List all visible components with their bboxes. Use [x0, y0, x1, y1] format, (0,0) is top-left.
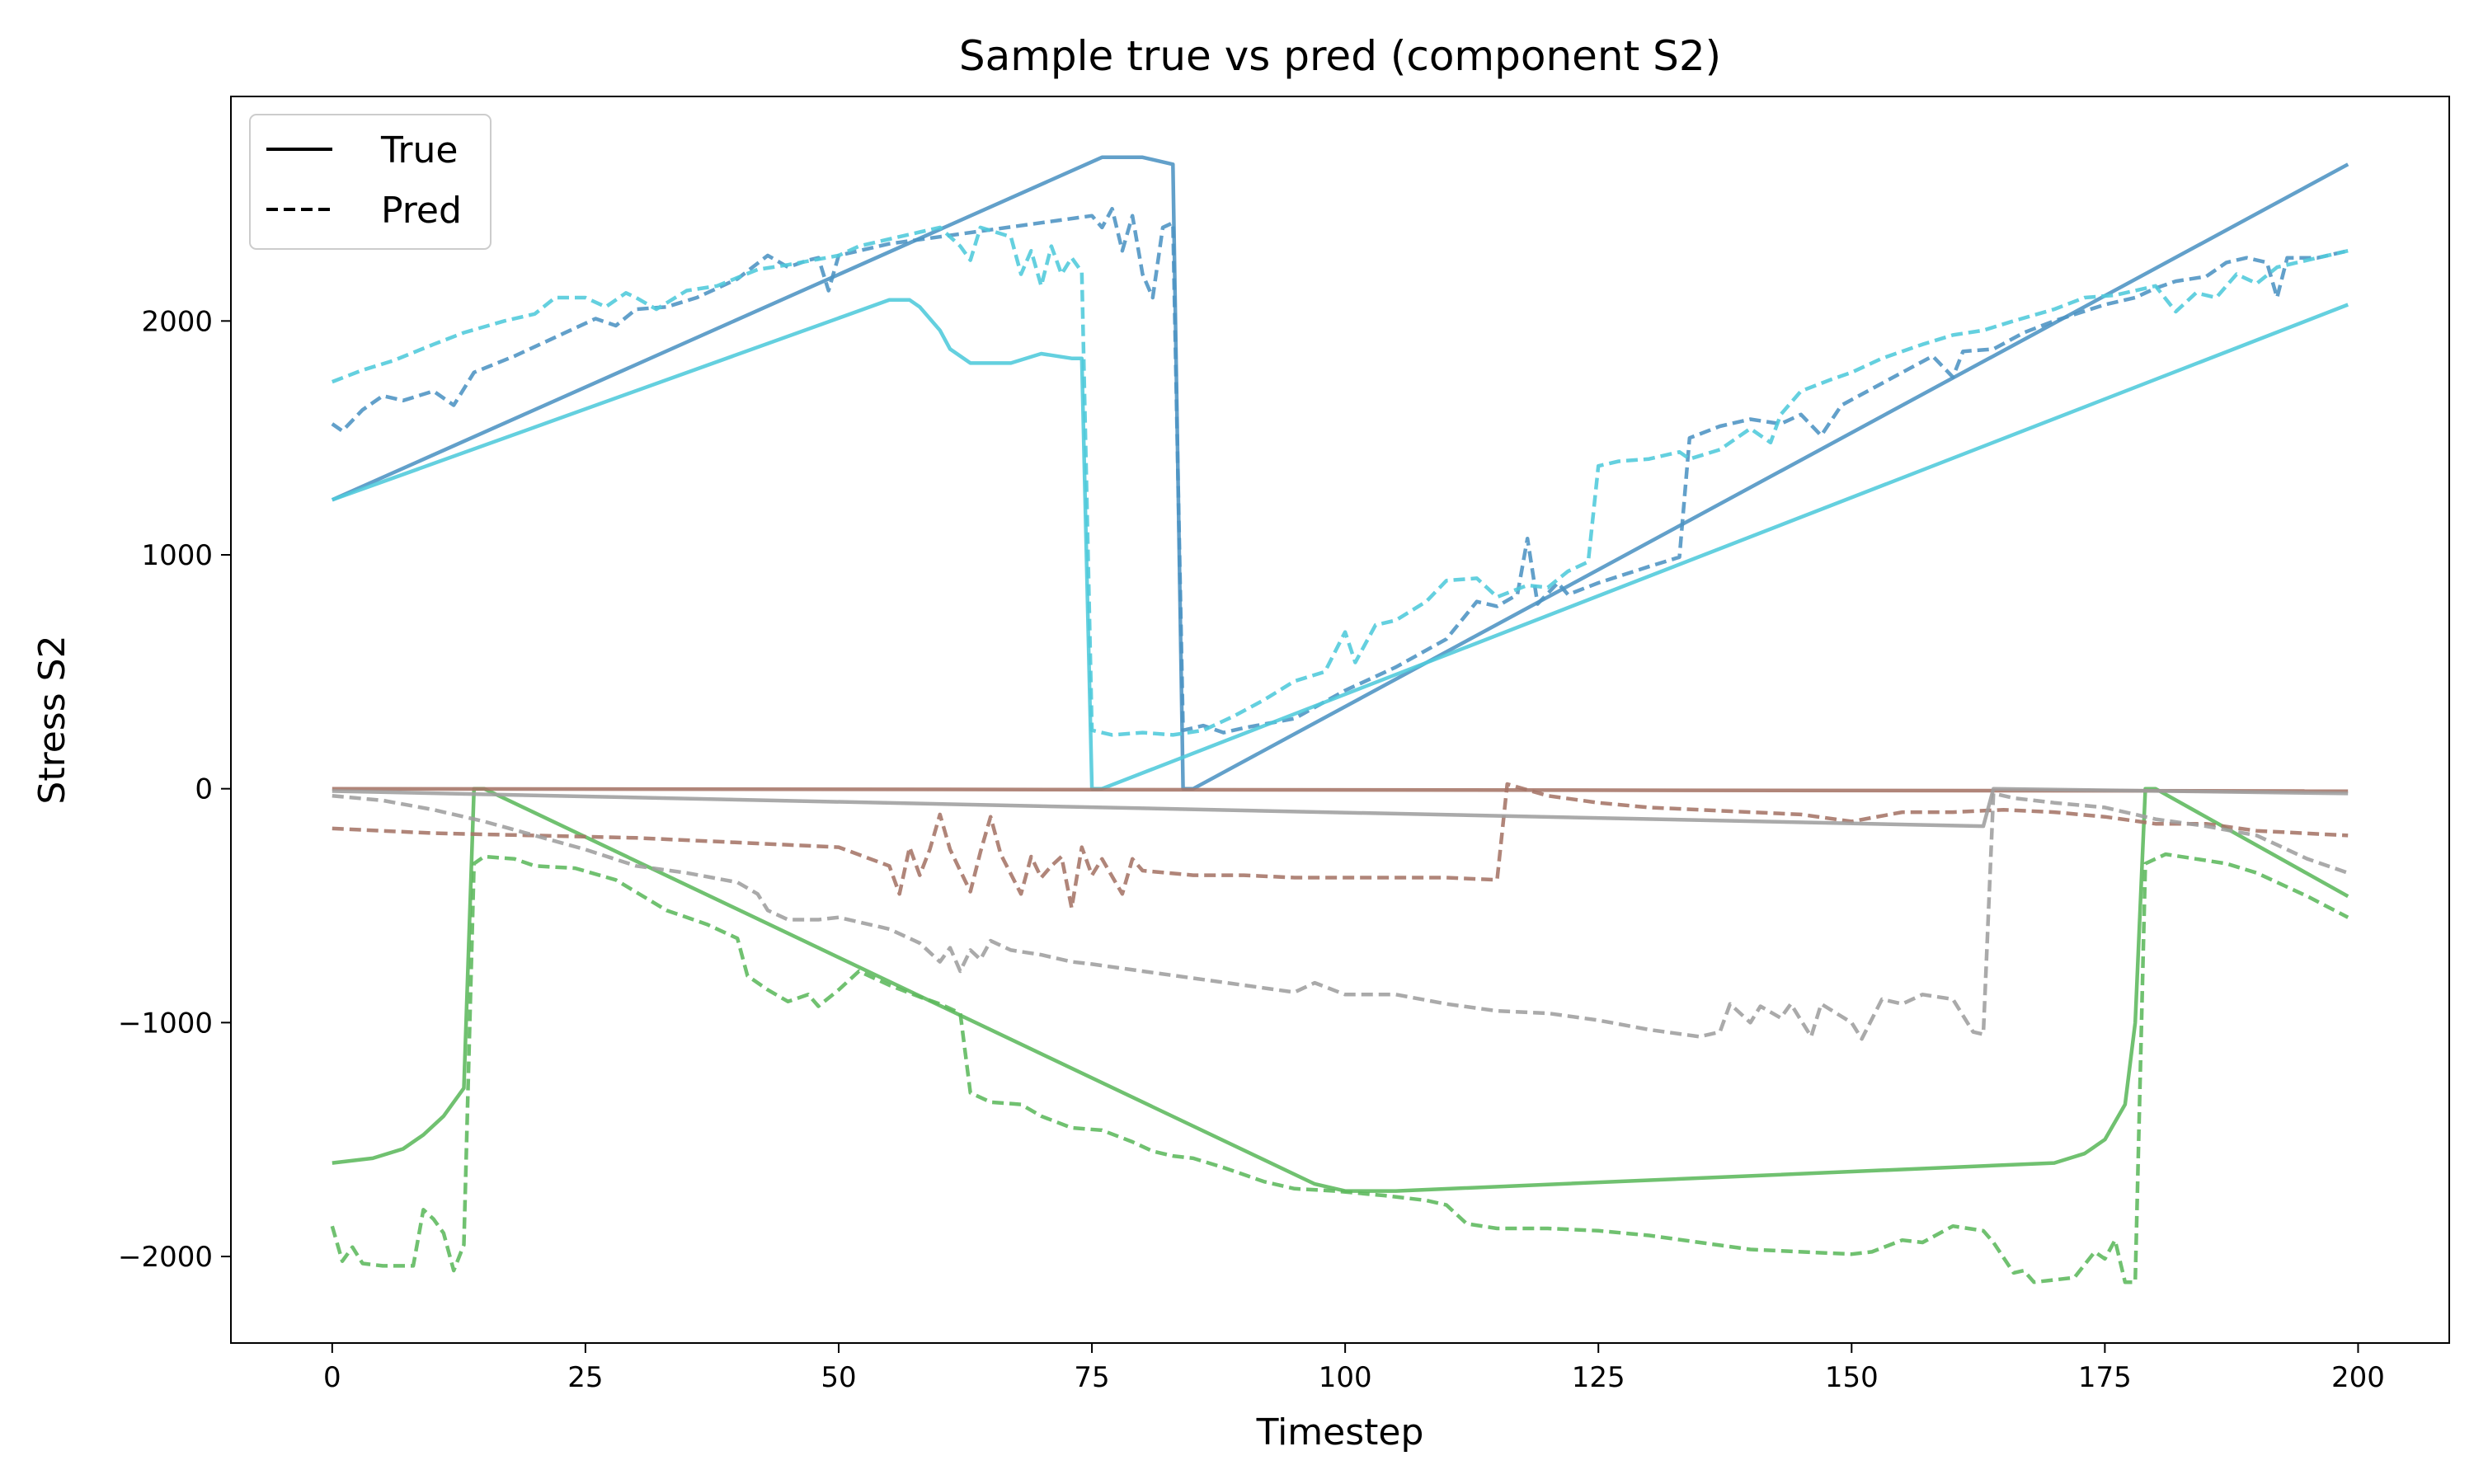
y-tick-label: 1000 — [141, 539, 213, 572]
y-tick-label: −2000 — [118, 1241, 213, 1274]
x-axis-label: Timestep — [1256, 1411, 1424, 1453]
legend-true-label: True — [380, 129, 458, 171]
plot-series — [330, 155, 2349, 1284]
chart-title: Sample true vs pred (component S2) — [959, 32, 1721, 80]
series-line-6-dashed — [330, 852, 2349, 1284]
x-tick-label: 125 — [1572, 1361, 1625, 1394]
series-line-4-dashed — [331, 225, 2349, 737]
series-line-10-dashed — [332, 791, 2349, 1041]
y-tick-label: −1000 — [118, 1007, 213, 1040]
x-tick-label: 25 — [567, 1361, 603, 1394]
y-axis-label: Stress S2 — [31, 635, 73, 804]
x-tick-label: 0 — [323, 1361, 341, 1394]
series-line-8-dashed — [332, 782, 2349, 910]
y-tick-label: 2000 — [141, 305, 213, 338]
plot-frame — [230, 96, 2450, 1344]
legend-pred-label: Pred — [381, 190, 462, 232]
x-tick-label: 175 — [2078, 1361, 2132, 1394]
series-line-9-solid — [332, 787, 2349, 829]
x-axis: 0 25 50 75 100 125 150 175 200 — [323, 1343, 2385, 1394]
x-tick-label: 150 — [1825, 1361, 1879, 1394]
x-tick-label: 100 — [1319, 1361, 1372, 1394]
x-tick-label: 50 — [821, 1361, 856, 1394]
x-tick-label: 75 — [1074, 1361, 1109, 1394]
x-tick-label: 200 — [2331, 1361, 2385, 1394]
y-axis: −2000 −1000 0 1000 2000 — [118, 305, 231, 1274]
legend: True Pred — [249, 114, 492, 250]
y-tick-label: 0 — [195, 773, 213, 806]
